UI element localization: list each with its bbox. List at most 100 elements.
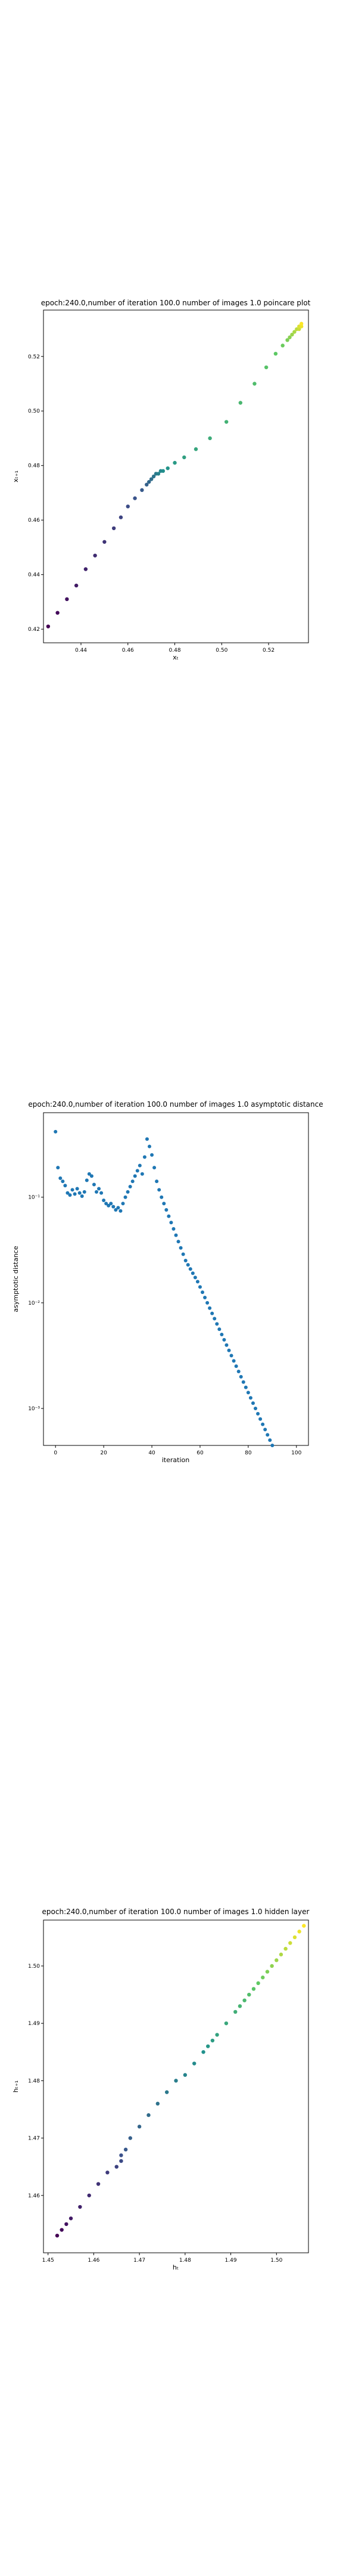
poincare-plot-point	[161, 469, 166, 473]
asymptotic-distance-point	[213, 1317, 217, 1321]
hidden-layer-x-tick-label: 1.48	[179, 2258, 191, 2264]
asymptotic-distance-point	[176, 1240, 180, 1244]
poincare-plot-point	[273, 351, 278, 356]
hidden-layer-point	[201, 2050, 205, 2054]
asymptotic-distance-point	[172, 1227, 176, 1231]
asymptotic-distance-point	[270, 1444, 275, 1447]
hidden-layer-x-tick-label: 1.50	[270, 2258, 282, 2264]
poincare-plot-points	[46, 321, 304, 628]
asymptotic-distance-point	[266, 1433, 270, 1437]
asymptotic-distance-point	[162, 1202, 166, 1206]
asymptotic-distance-point	[239, 1374, 243, 1379]
poincare-plot-point	[194, 447, 198, 451]
poincare-plot-point	[297, 327, 301, 332]
hidden-layer-point	[60, 2228, 64, 2232]
asymptotic-distance-point	[254, 1407, 257, 1410]
asymptotic-distance-point	[186, 1263, 190, 1267]
asymptotic-distance-point	[227, 1348, 231, 1352]
poincare-plot-point	[156, 472, 161, 476]
asymptotic-distance-point	[107, 1203, 111, 1208]
asymptotic-distance-point	[268, 1438, 272, 1442]
poincare-plot-title: epoch:240.0,number of iteration 100.0 nu…	[41, 299, 311, 307]
poincare-plot-x-label: xₜ	[173, 654, 179, 661]
hidden-layer-point	[146, 2113, 151, 2117]
asymptotic-distance-point	[152, 1166, 157, 1170]
asymptotic-distance-x-tick-label: 20	[100, 1450, 107, 1456]
hidden-layer-point	[114, 2165, 119, 2169]
asymptotic-distance-point	[140, 1172, 144, 1176]
poincare-plot-point	[299, 324, 304, 329]
asymptotic-distance-point	[61, 1179, 65, 1184]
asymptotic-distance-point	[215, 1322, 219, 1326]
hidden-layer-y-ticks: 1.46 1.47 1.48 1.49 1.50	[28, 1964, 43, 2199]
hidden-layer-point	[210, 2038, 215, 2043]
poincare-plot-point	[147, 479, 151, 484]
hidden-layer-point	[302, 1924, 306, 1928]
asymptotic-distance-point	[123, 1195, 127, 1199]
asymptotic-distance-point	[220, 1333, 224, 1336]
asymptotic-distance-point	[92, 1182, 96, 1187]
poincare-plot-y-tick-label: 0.52	[28, 354, 40, 360]
poincare-plot-point	[290, 332, 294, 337]
hidden-layer-point	[233, 2010, 238, 2014]
asymptotic-distance-point	[246, 1391, 250, 1395]
hidden-layer-y-tick-label: 1.49	[28, 2021, 40, 2027]
poincare-plot-point	[74, 583, 79, 588]
poincare-plot-x-tick-label: 0.46	[122, 648, 134, 654]
asymptotic-distance-point	[222, 1337, 226, 1342]
hidden-layer-x-tick-label: 1.47	[133, 2258, 145, 2264]
asymptotic-distance-point	[109, 1202, 113, 1206]
asymptotic-distance-y-ticks: 10⁻¹ 10⁻² 10⁻³	[28, 1195, 43, 1412]
asymptotic-distance-point	[217, 1327, 222, 1332]
asymptotic-distance-point	[241, 1380, 245, 1384]
asymptotic-distance-x-tick-label: 80	[245, 1450, 252, 1456]
poincare-plot-y-tick-label: 0.44	[28, 572, 40, 578]
hidden-layer-point	[215, 2033, 219, 2037]
asymptotic-distance-x-ticks: 0 20 40 60 80 100	[54, 1445, 302, 1456]
asymptotic-distance-point	[126, 1190, 130, 1194]
hidden-layer-point	[119, 2159, 123, 2163]
poincare-plot-y-tick-label: 0.48	[28, 463, 40, 469]
hidden-layer-point	[270, 1964, 274, 1968]
asymptotic-distance-point	[183, 1259, 188, 1262]
hidden-layer-point	[119, 2153, 123, 2157]
poincare-plot-point	[46, 624, 51, 628]
asymptotic-distance-point	[208, 1306, 212, 1310]
asymptotic-distance-point	[164, 1208, 169, 1212]
asymptotic-distance-point	[150, 1153, 154, 1157]
asymptotic-distance-point	[203, 1296, 207, 1299]
poincare-plot-point	[126, 504, 130, 509]
poincare-plot-point	[119, 515, 123, 519]
asymptotic-distance-point	[236, 1370, 241, 1373]
poincare-plot-point	[140, 488, 144, 493]
asymptotic-distance-point	[232, 1359, 236, 1363]
hidden-layer-point	[174, 2079, 178, 2083]
asymptotic-distance-point	[193, 1275, 197, 1280]
hidden-layer-point	[192, 2061, 197, 2066]
poincare-plot-frame	[43, 309, 309, 643]
asymptotic-distance-point	[130, 1179, 135, 1184]
asymptotic-distance-point	[181, 1252, 185, 1256]
hidden-layer-point	[96, 2182, 101, 2186]
asymptotic-distance-title: epoch:240.0,number of iteration 100.0 nu…	[28, 1100, 323, 1109]
asymptotic-distance-point	[70, 1188, 74, 1192]
hidden-layer-y-tick-label: 1.50	[28, 1964, 40, 1970]
poincare-plot-point	[288, 335, 292, 339]
asymptotic-distance-point	[73, 1192, 77, 1196]
hidden-layer-x-tick-label: 1.49	[225, 2258, 237, 2264]
hidden-layer-point	[105, 2171, 110, 2175]
asymptotic-distance-point	[80, 1194, 84, 1198]
asymptotic-distance-frame	[43, 1112, 309, 1446]
poincare-plot-point	[166, 466, 170, 470]
hidden-layer-point	[206, 2044, 210, 2048]
asymptotic-distance-point	[97, 1187, 101, 1191]
asymptotic-distance-point	[82, 1190, 86, 1194]
asymptotic-distance-point	[234, 1364, 238, 1368]
hidden-layer-y-tick-label: 1.47	[28, 2136, 40, 2142]
hidden-layer-point	[78, 2205, 82, 2209]
asymptotic-distance-point	[160, 1195, 164, 1199]
asymptotic-distance-point	[251, 1401, 255, 1405]
hidden-layer-point	[292, 1935, 297, 1940]
asymptotic-distance-point	[68, 1193, 72, 1197]
